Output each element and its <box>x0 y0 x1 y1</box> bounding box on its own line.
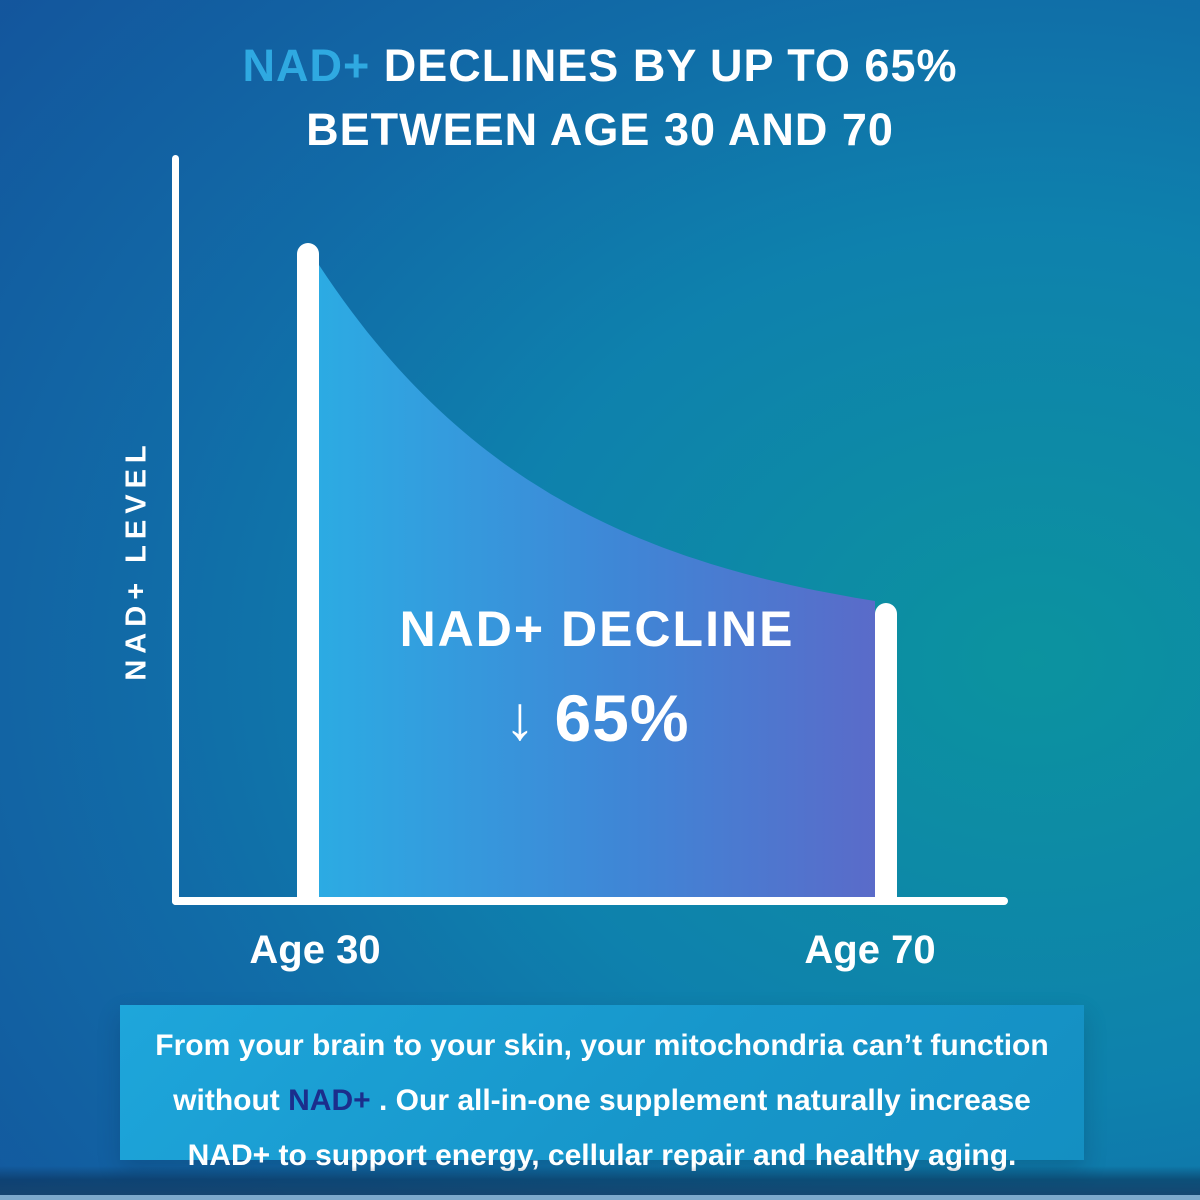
x-tick-age-30: Age 30 <box>249 928 381 972</box>
down-arrow-icon: ↓ <box>504 684 537 753</box>
footer-accent-nad: NAD+ <box>288 1084 371 1117</box>
title-line-1: NAD+ DECLINES BY UP TO 65% <box>0 34 1200 98</box>
footer-line-2: without NAD+ . Our all-in-one supplement… <box>120 1073 1084 1128</box>
footer-line-1: From your brain to your skin, your mitoc… <box>155 1029 1049 1062</box>
title-accent-nad: NAD+ <box>242 40 371 91</box>
decline-annotation: NAD+ DECLINE ↓ 65% <box>400 600 795 756</box>
decline-area-path <box>319 265 875 899</box>
footer-line-2-pre: without <box>173 1084 289 1117</box>
title-line-1-rest: DECLINES BY UP TO 65% <box>370 40 958 91</box>
title-line-2: BETWEEN AGE 30 AND 70 <box>306 104 894 155</box>
page-title: NAD+ DECLINES BY UP TO 65% BETWEEN AGE 3… <box>0 34 1200 162</box>
bottom-edge-line <box>0 1195 1200 1200</box>
bar-age-70 <box>875 603 897 897</box>
footer-line-2-post: . Our all-in-one supplement naturally in… <box>370 1084 1031 1117</box>
annotation-title: NAD+ DECLINE <box>399 601 795 657</box>
footer-panel: From your brain to your skin, your mitoc… <box>120 1005 1084 1172</box>
y-axis-line <box>172 155 179 905</box>
annotation-value-row: ↓ 65% <box>400 680 795 756</box>
y-axis-label: NAD+ LEVEL <box>120 439 153 681</box>
bottom-shadow-band <box>0 1166 1200 1200</box>
x-tick-age-70: Age 70 <box>804 928 936 972</box>
annotation-value: 65% <box>554 681 690 755</box>
bar-age-30 <box>297 243 319 897</box>
x-axis-line <box>172 897 1008 905</box>
